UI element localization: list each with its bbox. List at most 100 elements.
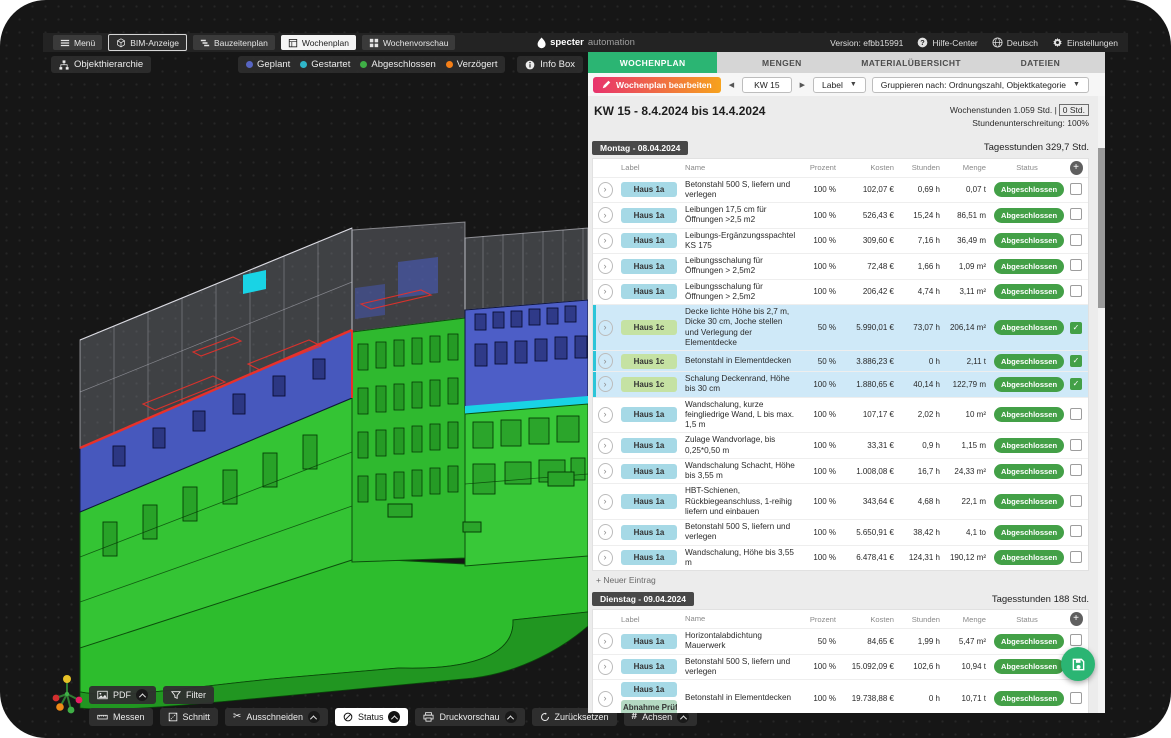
expand-row-button[interactable]: › xyxy=(597,658,613,675)
nav-wochenplan[interactable]: Wochenplan xyxy=(280,35,356,50)
row-checkbox[interactable] xyxy=(1070,634,1082,647)
tab-material-bersicht[interactable]: MATERIALÜBERSICHT xyxy=(846,52,976,73)
expand-row-button[interactable]: › xyxy=(597,524,613,541)
row-checkbox[interactable] xyxy=(1070,233,1082,246)
nav-label: Bauzeitenplan xyxy=(213,37,268,48)
tool-schnitt[interactable]: Schnitt xyxy=(159,708,219,726)
expand-row-button[interactable]: › xyxy=(597,353,613,369)
nav-wochenvorschau[interactable]: Wochenvorschau xyxy=(361,35,456,50)
expand-row-button[interactable]: › xyxy=(597,463,613,479)
row-checkbox[interactable] xyxy=(1070,550,1082,563)
row-checkbox[interactable] xyxy=(1070,494,1082,507)
topbar-einstellungen[interactable]: Einstellungen xyxy=(1052,37,1118,48)
status-badge[interactable]: Abgeschlossen xyxy=(994,353,1065,369)
expand-row-button[interactable]: › xyxy=(597,181,613,198)
tab-dateien[interactable]: DATEIEN xyxy=(975,52,1105,73)
tool-druckvorschau[interactable]: Druckvorschau xyxy=(415,708,525,726)
label-pill: Haus 1a xyxy=(621,438,677,453)
row-checkbox[interactable] xyxy=(1070,464,1082,476)
tool-options-badge[interactable] xyxy=(136,689,148,701)
tool-options-badge[interactable] xyxy=(504,711,517,723)
status-badge[interactable]: Abgeschlossen xyxy=(994,233,1065,249)
tool-ausschneiden[interactable]: ✂ Ausschneiden xyxy=(225,708,328,726)
add-entry-icon[interactable]: + xyxy=(1069,612,1083,626)
nav-men-[interactable]: Menü xyxy=(53,35,103,50)
status-badge[interactable]: Abgeschlossen xyxy=(994,376,1065,392)
task-percent: 100 % xyxy=(813,497,836,507)
tool-pdf[interactable]: PDF xyxy=(89,686,156,704)
checkbox-cell: ✓ xyxy=(1064,320,1088,336)
expand-row-button[interactable]: › xyxy=(597,406,613,423)
status-badge[interactable]: Abgeschlossen xyxy=(994,550,1065,566)
tool-options-badge[interactable] xyxy=(307,711,320,723)
topbar-hilfe-center[interactable]: ? Hilfe-Center xyxy=(917,37,978,48)
status-badge[interactable]: Abgeschlossen xyxy=(994,320,1065,335)
status-badge[interactable]: Abgeschlossen xyxy=(994,633,1065,649)
tool-options-badge[interactable] xyxy=(388,711,401,723)
nav-bim-anzeige[interactable]: BIM-Anzeige xyxy=(108,34,187,51)
status-badge[interactable]: Abgeschlossen xyxy=(994,182,1065,198)
expand-row-button[interactable]: › xyxy=(597,549,613,566)
tool-messen[interactable]: Messen xyxy=(89,708,153,726)
tool-status[interactable]: Status xyxy=(334,708,409,726)
nav-bauzeitenplan[interactable]: Bauzeitenplan xyxy=(192,35,275,50)
row-checkbox[interactable] xyxy=(1070,182,1082,195)
expand-row-button[interactable]: › xyxy=(597,437,613,454)
status-badge[interactable]: Abgeschlossen xyxy=(994,258,1065,274)
expand-row-button[interactable]: › xyxy=(597,376,613,393)
status-badge[interactable]: Abgeschlossen xyxy=(994,407,1065,423)
task-cost: 5.990,01 € xyxy=(856,323,894,332)
expand-row-button[interactable]: › xyxy=(597,207,613,224)
expand-row-button[interactable]: › xyxy=(597,258,613,275)
status-badge[interactable]: Abgeschlossen xyxy=(994,284,1065,300)
status-badge[interactable]: Abgeschlossen xyxy=(994,524,1065,540)
row-checkbox[interactable] xyxy=(1070,208,1082,221)
scrollbar-thumb[interactable] xyxy=(1098,148,1105,308)
tab-mengen[interactable]: MENGEN xyxy=(717,52,847,73)
save-button[interactable] xyxy=(1061,647,1095,681)
tab-wochenplan[interactable]: WOCHENPLAN xyxy=(588,52,718,73)
tool-filter[interactable]: Filter xyxy=(163,686,214,704)
task-quantity: 24,33 m² xyxy=(954,466,986,476)
row-checkbox[interactable]: ✓ xyxy=(1070,355,1082,367)
bim-model-viewport[interactable] xyxy=(43,52,588,713)
new-entry-link[interactable]: + Neuer Eintrag xyxy=(596,575,656,585)
status-badge[interactable]: Abgeschlossen xyxy=(994,207,1065,223)
column-header-label: Label xyxy=(621,163,640,172)
status-badge[interactable]: Abgeschlossen xyxy=(994,438,1065,453)
row-checkbox[interactable] xyxy=(1070,525,1082,538)
row-checkbox[interactable] xyxy=(1070,438,1082,451)
row-checkbox[interactable] xyxy=(1070,407,1082,420)
bim-viewer[interactable]: Objekthierarchie Geplant Gestartet Abgesch… xyxy=(43,52,698,738)
tool-options-badge[interactable] xyxy=(677,711,690,723)
object-hierarchy-button[interactable]: Objekthierarchie xyxy=(51,56,152,73)
row-checkbox[interactable] xyxy=(1070,691,1082,704)
status-badge[interactable]: Abgeschlossen xyxy=(994,691,1065,706)
status-badge[interactable]: Abgeschlossen xyxy=(994,494,1065,510)
edit-wochenplan-button[interactable]: Wochenplan bearbeiten xyxy=(593,76,721,93)
expand-row-button[interactable]: › xyxy=(597,319,613,336)
task-name: Leibungs-Ergänzungsspachtel KS 175 xyxy=(685,230,796,250)
row-checkbox[interactable]: ✓ xyxy=(1070,321,1082,334)
week-selector[interactable]: KW 15 xyxy=(742,76,792,93)
add-entry-icon[interactable]: + xyxy=(1069,160,1083,175)
row-checkbox[interactable] xyxy=(1070,259,1082,272)
topbar-deutsch[interactable]: Deutsch xyxy=(992,37,1038,48)
row-checkbox[interactable] xyxy=(1070,284,1082,297)
expand-row-button[interactable]: › xyxy=(597,232,613,249)
status-badge[interactable]: Abgeschlossen xyxy=(994,659,1065,675)
group-by-dropdown[interactable]: Gruppieren nach: Ordnungszahl, Objektkat… xyxy=(871,76,1089,93)
status-badge[interactable]: Abgeschlossen xyxy=(994,463,1065,479)
label-filter-dropdown[interactable]: Label ▼ xyxy=(813,76,866,93)
expand-row-button[interactable]: › xyxy=(597,493,613,510)
row-checkbox[interactable]: ✓ xyxy=(1070,378,1082,391)
expand-row-button[interactable]: › xyxy=(597,283,613,300)
status-cell: Abgeschlossen xyxy=(990,375,1065,394)
week-prev-button[interactable]: ◀ xyxy=(728,81,735,89)
expand-row-button[interactable]: › xyxy=(597,690,613,707)
expand-row-button[interactable]: › xyxy=(597,633,613,650)
info-box-button[interactable]: Info Box xyxy=(517,56,583,73)
week-next-button[interactable]: ▶ xyxy=(799,81,806,89)
orientation-gizmo[interactable] xyxy=(50,669,88,720)
